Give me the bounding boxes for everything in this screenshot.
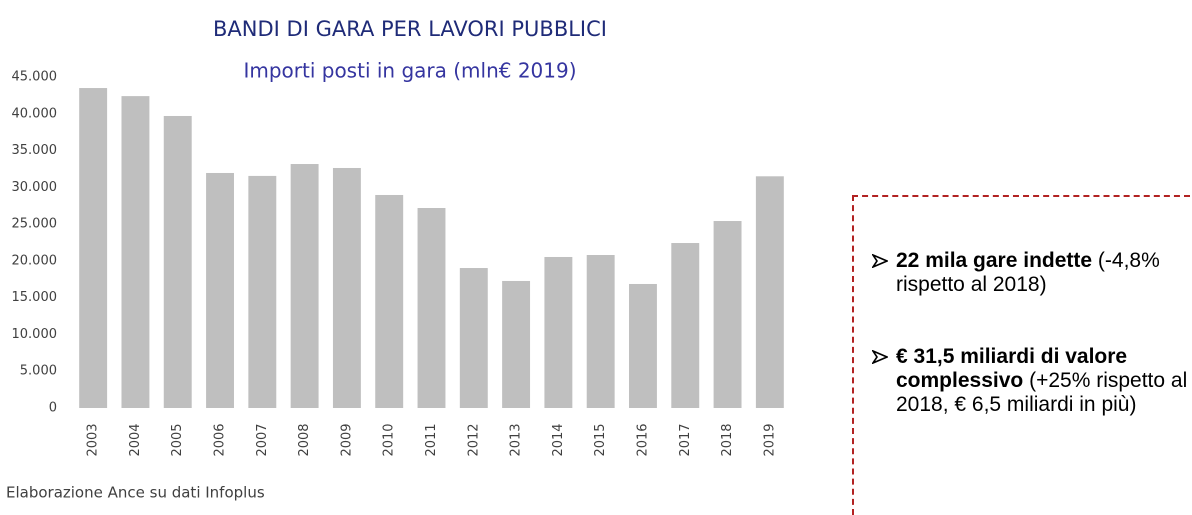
x-tick-label: 2018 [720, 423, 735, 456]
y-tick-label: 25.000 [12, 217, 58, 232]
chart: BANDI DI GARA PER LAVORI PUBBLICI Import… [6, 17, 784, 502]
page: BANDI DI GARA PER LAVORI PUBBLICI Import… [6, 17, 1190, 515]
bar [290, 164, 319, 408]
note-text: (-4,8% rispetto al 2018) [896, 249, 1160, 296]
bar [502, 280, 531, 408]
bar [332, 167, 361, 408]
note-bold: 22 mila gare indette [896, 249, 1093, 272]
bar [671, 243, 700, 408]
y-tick-label: 45.000 [12, 70, 58, 85]
chart-subtitle: Importi posti in gara (mln€ 2019) [243, 59, 576, 83]
x-tick-label: 2016 [635, 423, 650, 456]
x-tick-label: 2012 [466, 423, 481, 456]
x-tick-label: 2008 [297, 423, 312, 456]
bar [79, 88, 108, 409]
x-tick-label: 2010 [382, 423, 397, 456]
x-tick-label: 2013 [509, 423, 524, 456]
bar [629, 283, 657, 408]
notes-box: 22 mila gare indette (-4,8% rispetto al … [852, 195, 1190, 515]
x-tick-label: 2009 [339, 423, 354, 456]
bar [121, 96, 150, 408]
y-tick-label: 40.000 [12, 106, 58, 121]
x-tick-label: 2014 [551, 423, 566, 456]
note: 22 mila gare indette (-4,8% rispetto al … [872, 249, 1192, 297]
y-tick-label: 15.000 [12, 290, 58, 305]
y-tick-label: 30.000 [12, 180, 58, 195]
bar [163, 115, 192, 409]
x-tick-label: 2015 [593, 423, 608, 456]
y-tick-label: 10.000 [12, 327, 58, 342]
bar [375, 194, 404, 408]
note-bold: € 31,5 miliardi di valore complessivo [896, 345, 1128, 392]
y-tick-label: 20.000 [12, 253, 58, 268]
y-tick-label: 5.000 [20, 364, 57, 379]
note: € 31,5 miliardi di valore complessivo (+… [872, 345, 1192, 417]
bar [755, 176, 784, 408]
bar [713, 221, 742, 408]
note-text: (+25% rispetto al 2018, € 6,5 miliardi i… [896, 369, 1188, 416]
x-tick-label: 2005 [170, 423, 185, 456]
bar [248, 175, 277, 408]
bullet [872, 254, 888, 268]
bullet [872, 350, 888, 364]
y-tick-label: 0 [49, 401, 57, 416]
x-tick-label: 2019 [762, 423, 777, 456]
source-note: Elaborazione Ance su dati Infoplus [6, 484, 265, 502]
x-tick-label: 2011 [424, 423, 439, 456]
bar [586, 255, 615, 408]
x-tick-label: 2006 [213, 423, 228, 456]
bar [459, 268, 488, 408]
chart-title: BANDI DI GARA PER LAVORI PUBBLICI [213, 17, 607, 41]
x-tick-label: 2007 [255, 423, 270, 456]
bar [417, 208, 446, 408]
x-tick-label: 2004 [128, 423, 143, 456]
x-tick-label: 2017 [678, 423, 693, 456]
x-tick-label: 2003 [86, 423, 101, 456]
bar [206, 172, 234, 408]
y-tick-label: 35.000 [12, 143, 58, 158]
bar [544, 256, 573, 408]
